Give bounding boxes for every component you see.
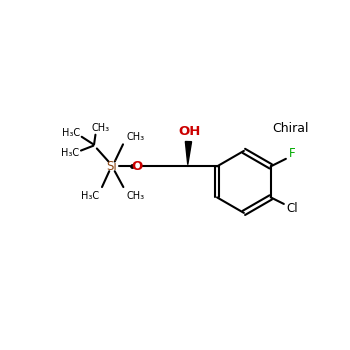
Text: O: O (131, 160, 142, 173)
Text: Si: Si (107, 160, 117, 173)
Polygon shape (186, 141, 191, 164)
Text: OH: OH (178, 125, 200, 139)
Text: Cl: Cl (286, 202, 298, 215)
Text: H₃C: H₃C (61, 148, 79, 158)
Text: Chiral: Chiral (272, 122, 309, 135)
Text: CH₃: CH₃ (126, 132, 145, 142)
Text: CH₃: CH₃ (126, 191, 145, 201)
Text: H₃C: H₃C (81, 191, 99, 201)
Text: F: F (289, 147, 295, 160)
Text: H₃C: H₃C (62, 128, 80, 138)
Text: CH₃: CH₃ (91, 123, 109, 133)
